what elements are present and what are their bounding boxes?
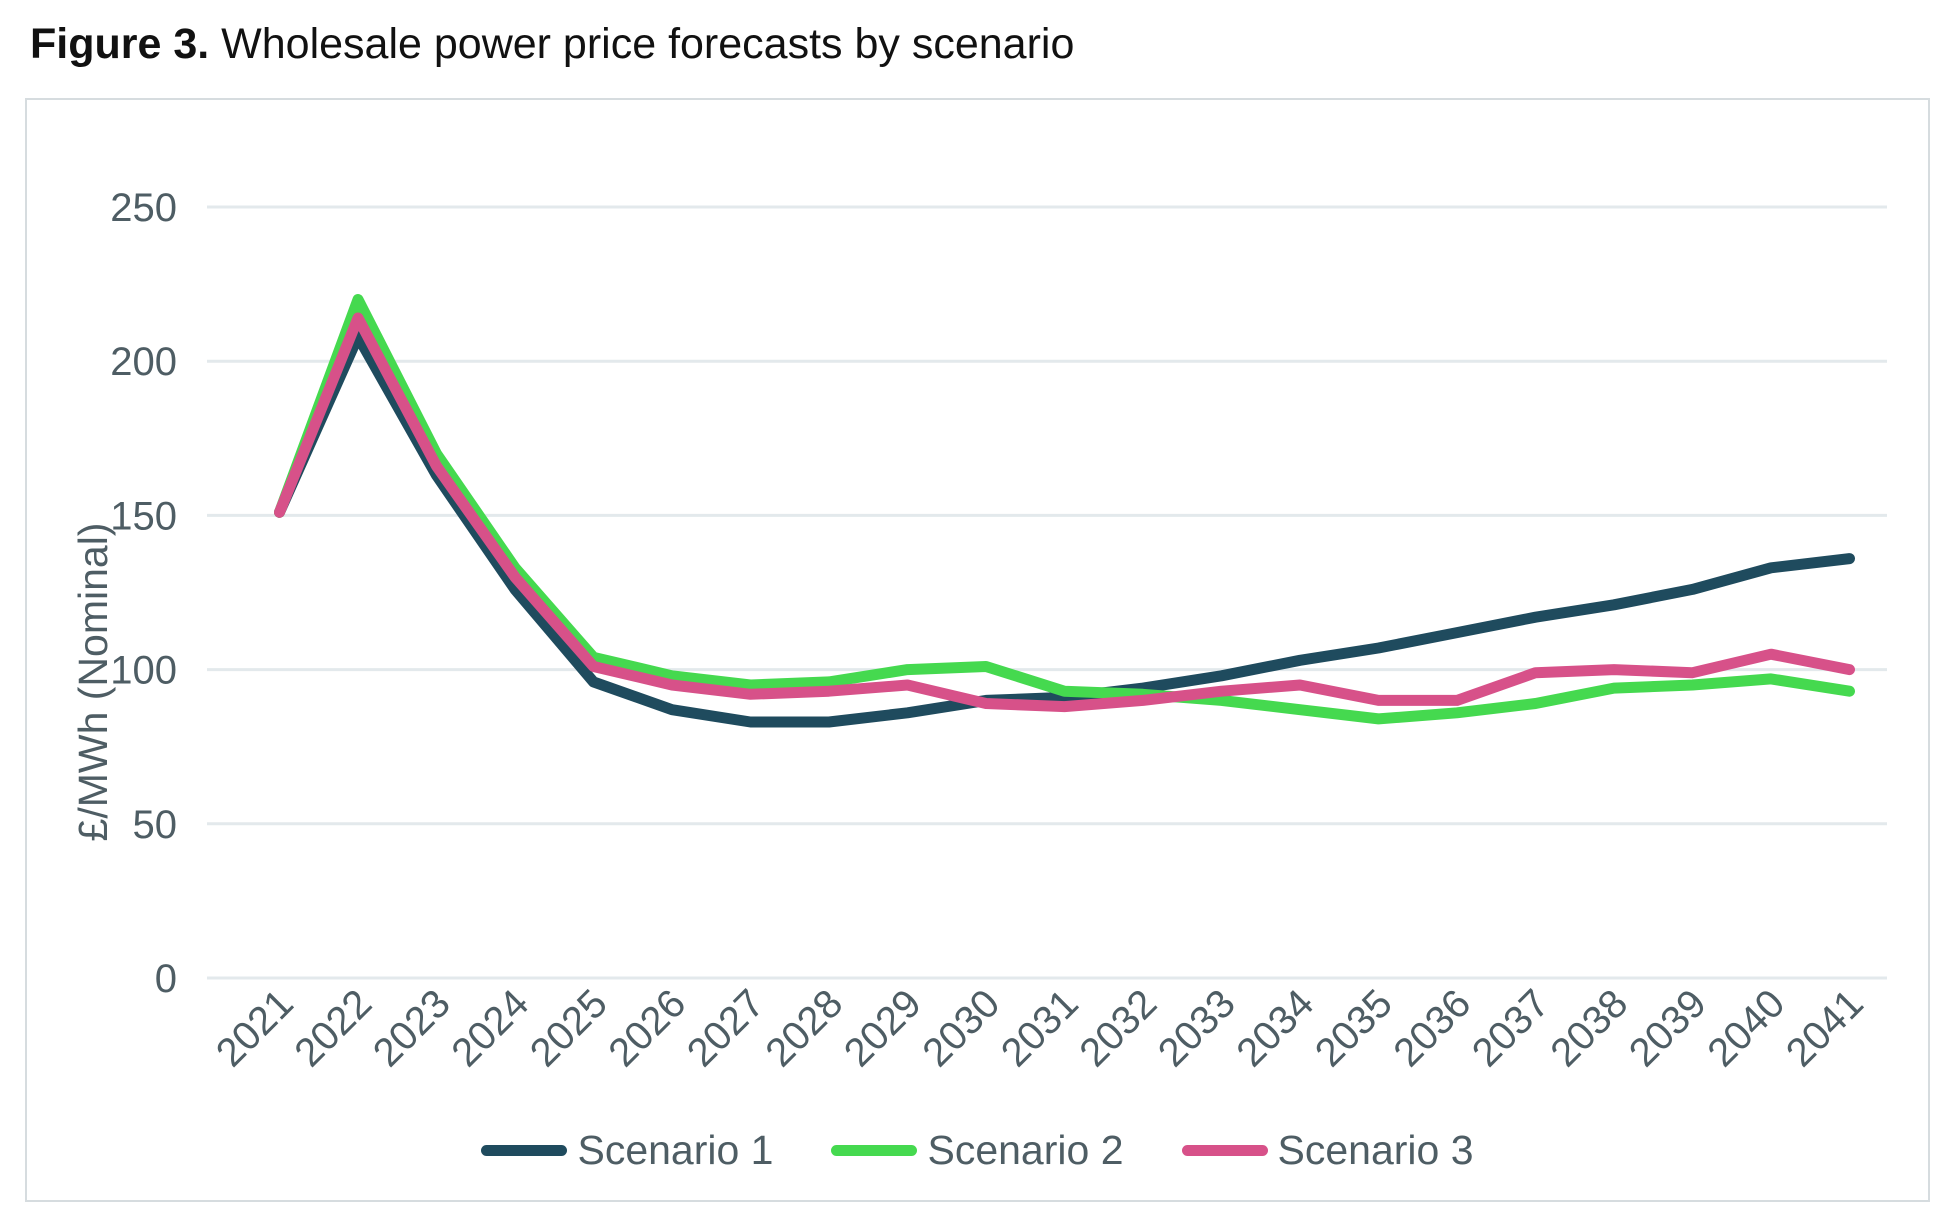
series-line-scenario-3 (274, 312, 1855, 713)
x-tick-label: 2035 (1307, 981, 1401, 1075)
legend-label-scenario-1: Scenario 1 (577, 1127, 774, 1173)
series-line-scenario-1 (274, 331, 1855, 728)
y-tick-label: 150 (110, 494, 177, 538)
x-tick-label: 2033 (1150, 981, 1244, 1075)
chart-legend: Scenario 1 Scenario 2 Scenario 3 (27, 1127, 1928, 1174)
series-line-scenario-2 (274, 294, 1855, 725)
y-tick-label: 100 (110, 649, 177, 693)
x-tick-label: 2040 (1699, 981, 1793, 1075)
x-tick-label: 2034 (1228, 981, 1322, 1075)
x-tick-label: 2024 (443, 981, 537, 1075)
x-tick-label: 2023 (365, 981, 459, 1075)
x-tick-label: 2037 (1464, 981, 1558, 1075)
chart-svg: 0501001502002502021202220232024202520262… (70, 186, 1887, 1075)
x-tick-label: 2032 (1071, 981, 1165, 1075)
legend-swatch-scenario-3 (1181, 1145, 1268, 1156)
legend-label-scenario-2: Scenario 2 (927, 1127, 1124, 1173)
legend-item-scenario-1: Scenario 1 (481, 1127, 773, 1174)
x-tick-label: 2036 (1385, 981, 1479, 1075)
x-tick-label: 2021 (208, 981, 302, 1075)
y-tick-label: 50 (133, 803, 178, 847)
x-tick-label: 2028 (757, 981, 851, 1075)
x-tick-label: 2038 (1542, 981, 1636, 1075)
x-tick-label: 2029 (836, 981, 930, 1075)
x-tick-label: 2027 (679, 981, 773, 1075)
x-tick-label: 2026 (600, 981, 694, 1075)
x-tick-label: 2039 (1621, 981, 1715, 1075)
x-tick-label: 2030 (914, 981, 1008, 1075)
x-tick-label: 2022 (286, 981, 380, 1075)
x-tick-label: 2031 (993, 981, 1087, 1075)
figure-title-text: Wholesale power price forecasts by scena… (209, 20, 1075, 68)
x-tick-label: 2041 (1778, 981, 1872, 1075)
y-tick-label: 250 (110, 186, 177, 230)
legend-label-scenario-3: Scenario 3 (1277, 1127, 1474, 1173)
legend-swatch-scenario-1 (481, 1145, 568, 1156)
legend-swatch-scenario-2 (831, 1145, 918, 1156)
y-tick-label: 0 (155, 957, 177, 1001)
y-tick-label: 200 (110, 340, 177, 384)
figure-title-prefix: Figure 3. (30, 20, 210, 68)
x-tick-label: 2025 (522, 981, 616, 1075)
y-axis-title: £/MWh (Nominal) (70, 523, 116, 842)
chart-panel: 0 50 100 150 200 250 2021 2022 2023 2024 2025 2026 2… (25, 98, 1930, 1202)
figure-title: Figure 3. Wholesale power price forecast… (30, 20, 1074, 69)
legend-item-scenario-3: Scenario 3 (1181, 1127, 1474, 1174)
legend-item-scenario-2: Scenario 2 (831, 1127, 1124, 1174)
